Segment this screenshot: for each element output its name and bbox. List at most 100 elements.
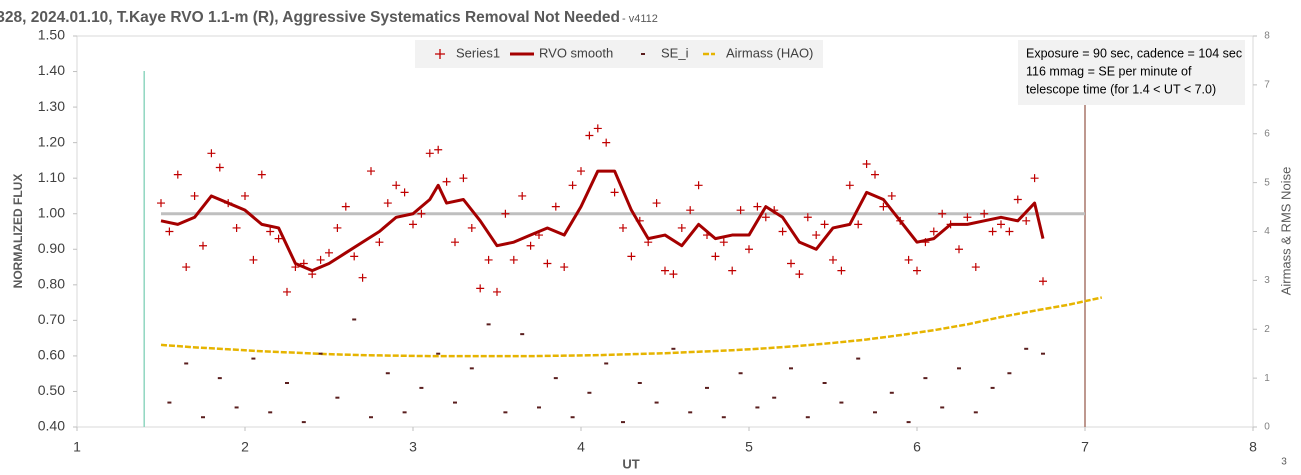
data-point (459, 174, 468, 183)
data-point (350, 252, 359, 261)
data-point (619, 223, 627, 232)
data-point (190, 191, 199, 200)
data-point (761, 213, 770, 222)
data-point (1013, 195, 1022, 204)
data-point (577, 167, 585, 176)
data-point (451, 238, 459, 247)
data-point (879, 202, 888, 211)
data-point (199, 241, 207, 250)
legend-label: Airmass (HAO) (726, 45, 813, 60)
data-point (476, 284, 485, 293)
y2-tick-label: 0 (1264, 422, 1270, 433)
y-tick-label: 1.30 (38, 98, 65, 114)
y2-tick-label: 5 (1264, 177, 1270, 188)
data-point (543, 259, 552, 268)
data-point (887, 191, 896, 200)
y2-tick-label: 6 (1264, 128, 1270, 139)
legend-label: SE_i (661, 45, 689, 60)
data-point (526, 241, 535, 250)
y2-tick-label: 8 (1264, 31, 1270, 42)
data-point (493, 287, 501, 296)
data-point (1005, 227, 1014, 236)
x-tick-label: 5 (745, 439, 753, 455)
data-point (845, 181, 854, 190)
y-tick-label: 1.20 (38, 133, 65, 149)
data-point (568, 181, 577, 190)
data-point (585, 131, 594, 140)
data-point (661, 266, 669, 275)
annotation-line: Exposure = 90 sec, cadence = 104 sec (1026, 46, 1242, 60)
y2-tick-label: 7 (1264, 80, 1270, 91)
data-point (753, 202, 762, 211)
data-point (182, 263, 191, 272)
data-point (484, 255, 493, 264)
data-point (501, 209, 510, 218)
data-point (971, 263, 980, 272)
data-point (400, 188, 409, 197)
data-point (215, 163, 224, 172)
y2-tick-label: 1 (1264, 373, 1270, 384)
data-point (829, 255, 837, 264)
y2-tick-label: 3 (1264, 275, 1270, 286)
data-point (745, 245, 753, 254)
data-point (173, 170, 182, 179)
data-point (333, 223, 342, 232)
data-point (997, 220, 1005, 229)
x-tick-label: 7 (1081, 439, 1089, 455)
data-point (803, 213, 812, 222)
data-line (160, 169, 1045, 273)
y-tick-label: 0.50 (38, 382, 65, 398)
data-point (266, 227, 275, 236)
x-tick-label: 2 (241, 439, 249, 455)
data-point (551, 202, 560, 211)
data-point (409, 220, 417, 229)
data-point (1030, 174, 1039, 183)
data-point (795, 270, 804, 279)
data-point (442, 177, 451, 186)
data-point (509, 255, 518, 264)
x-tick-label: 8 (1249, 439, 1257, 455)
data-point (467, 223, 476, 232)
corner-note: 3 (1281, 457, 1287, 468)
data-point (652, 199, 661, 208)
data-point (341, 202, 350, 211)
data-point (425, 149, 434, 158)
data-point (283, 287, 291, 296)
y-tick-label: 0.80 (38, 276, 65, 292)
y2-tick-label: 4 (1264, 226, 1270, 237)
data-point (257, 170, 266, 179)
data-point (820, 220, 829, 229)
y2-axis-label: Airmass & RMS Noise (1278, 167, 1293, 296)
data-point (669, 270, 678, 279)
data-point (602, 138, 611, 147)
annotation-box (1018, 40, 1245, 105)
data-point (812, 231, 821, 240)
data-point (778, 227, 787, 236)
legend-label: Series1 (456, 45, 500, 60)
chart-title: J0328, 2024.01.10, T.Kaye RVO 1.1-m (R),… (0, 9, 620, 26)
data-point (1022, 216, 1031, 225)
y-tick-label: 1.40 (38, 62, 65, 78)
data-point (694, 181, 703, 190)
legend-box (415, 40, 823, 68)
data-point (274, 234, 283, 243)
data-point (157, 199, 165, 208)
data-point (232, 223, 241, 232)
y-tick-label: 0.70 (38, 311, 65, 327)
data-point (207, 149, 216, 158)
data-point (610, 188, 619, 197)
title-suffix: - v4112 (622, 13, 658, 25)
data-point (913, 266, 921, 275)
y-tick-label: 1.00 (38, 204, 65, 220)
data-point (711, 252, 720, 261)
x-axis-label: UT (622, 456, 639, 471)
data-point (862, 159, 871, 168)
data-point (518, 191, 527, 200)
data-point (837, 266, 846, 275)
annotation-line: telescope time (for 1.4 < UT < 7.0) (1026, 82, 1216, 96)
data-point (358, 273, 367, 282)
data-point (854, 220, 863, 229)
data-point (980, 209, 989, 218)
data-point (316, 255, 325, 264)
